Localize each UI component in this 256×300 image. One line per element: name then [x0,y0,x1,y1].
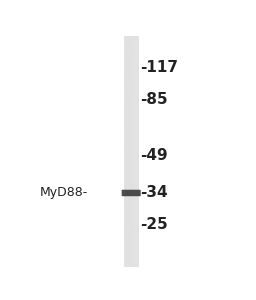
Text: -85: -85 [140,92,168,107]
Text: MyD88-: MyD88- [39,187,88,200]
FancyBboxPatch shape [122,190,141,196]
Text: -34: -34 [140,185,168,200]
Bar [124,36,139,267]
Text: -117: -117 [140,60,178,75]
Text: -25: -25 [140,217,168,232]
Text: -49: -49 [140,148,168,163]
